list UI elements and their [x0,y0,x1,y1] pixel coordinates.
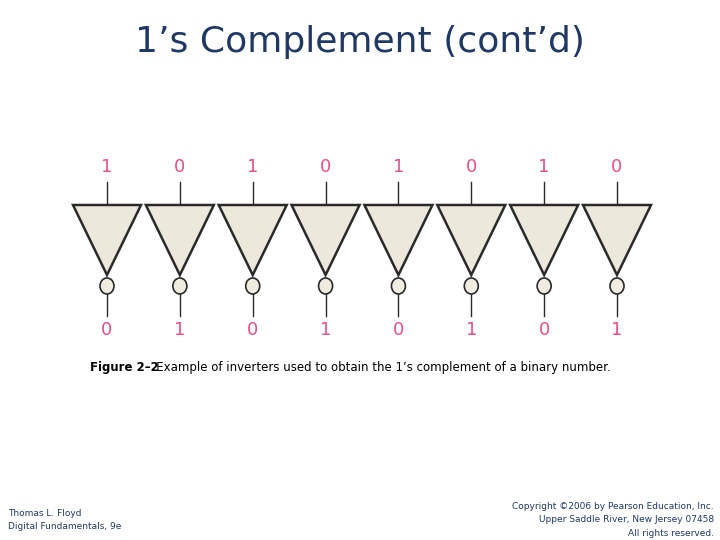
Text: 1: 1 [320,321,331,339]
Polygon shape [437,205,505,275]
Text: Copyright ©2006 by Pearson Education, Inc.
Upper Saddle River, New Jersey 07458
: Copyright ©2006 by Pearson Education, In… [513,502,714,538]
Text: 1’s Complement (cont’d): 1’s Complement (cont’d) [135,25,585,59]
Text: 0: 0 [393,321,404,339]
Text: 1: 1 [174,321,186,339]
Text: 1: 1 [611,321,623,339]
Text: 1: 1 [102,158,113,176]
Ellipse shape [610,278,624,294]
Text: 0: 0 [320,158,331,176]
Ellipse shape [246,278,260,294]
Polygon shape [73,205,141,275]
Ellipse shape [464,278,478,294]
Text: 0: 0 [247,321,258,339]
Text: 0: 0 [466,158,477,176]
Ellipse shape [392,278,405,294]
Polygon shape [583,205,651,275]
Text: 0: 0 [102,321,112,339]
Ellipse shape [537,278,551,294]
Ellipse shape [100,278,114,294]
Text: Example of inverters used to obtain the 1’s complement of a binary number.: Example of inverters used to obtain the … [145,361,611,375]
Polygon shape [510,205,578,275]
Polygon shape [364,205,433,275]
Text: 1: 1 [539,158,550,176]
Text: Figure 2–2: Figure 2–2 [90,361,158,375]
Text: Thomas L. Floyd
Digital Fundamentals, 9e: Thomas L. Floyd Digital Fundamentals, 9e [8,509,122,531]
Polygon shape [219,205,287,275]
Polygon shape [146,205,214,275]
Text: 0: 0 [611,158,623,176]
Text: 1: 1 [392,158,404,176]
Text: 0: 0 [174,158,186,176]
Polygon shape [292,205,359,275]
Ellipse shape [318,278,333,294]
Text: 1: 1 [247,158,258,176]
Text: 1: 1 [466,321,477,339]
Text: 0: 0 [539,321,550,339]
Ellipse shape [173,278,187,294]
